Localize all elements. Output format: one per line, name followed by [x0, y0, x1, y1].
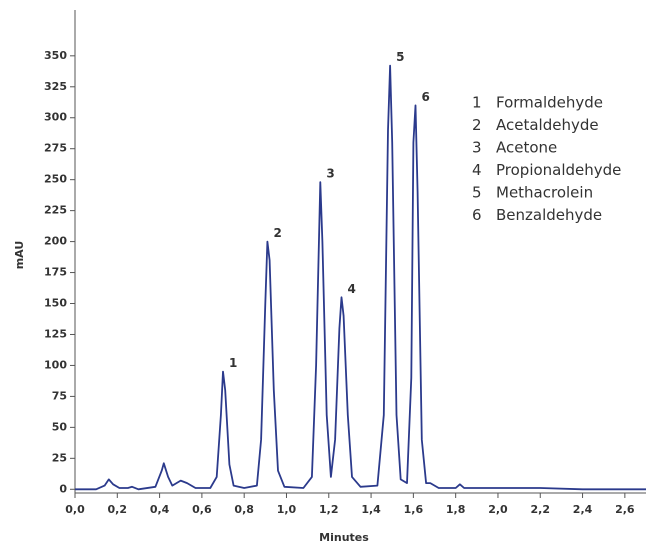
- legend-name: Propionaldehyde: [496, 161, 621, 179]
- x-tick-label: 2,0: [488, 503, 508, 516]
- y-tick-label: 275: [44, 142, 67, 155]
- legend-name: Acetone: [496, 139, 557, 157]
- legend-number: 1: [472, 94, 482, 112]
- x-tick-label: 0,8: [234, 503, 254, 516]
- y-tick-label: 200: [44, 235, 67, 248]
- peak-label: 3: [326, 167, 334, 181]
- x-tick-label: 1,8: [446, 503, 466, 516]
- y-tick-label: 300: [44, 111, 67, 124]
- legend-number: 2: [472, 116, 482, 134]
- x-tick-label: 2,6: [615, 503, 635, 516]
- y-tick-label: 250: [44, 173, 67, 186]
- y-tick-label: 25: [52, 451, 67, 464]
- y-tick-label: 350: [44, 49, 67, 62]
- peak-label: 1: [229, 356, 237, 370]
- x-tick-label: 0,4: [150, 503, 170, 516]
- x-tick-label: 2,4: [573, 503, 593, 516]
- y-tick-label: 0: [59, 482, 67, 495]
- legend-name: Benzaldehyde: [496, 206, 602, 224]
- peak-label: 6: [421, 90, 429, 104]
- y-tick-label: 125: [44, 327, 67, 340]
- legend-name: Acetaldehyde: [496, 116, 599, 134]
- y-tick-label: 225: [44, 204, 67, 217]
- x-tick-label: 1,4: [361, 503, 381, 516]
- legend-name: Methacrolein: [496, 184, 593, 202]
- y-tick-label: 50: [52, 420, 68, 433]
- legend-number: 4: [472, 161, 482, 179]
- x-tick-label: 0,6: [192, 503, 212, 516]
- x-axis-label: Minutes: [319, 531, 369, 544]
- x-tick-label: 1,6: [404, 503, 424, 516]
- legend-name: Formaldehyde: [496, 94, 603, 112]
- y-tick-label: 325: [44, 80, 67, 93]
- chromatogram-line: [75, 64, 646, 491]
- y-tick-label: 100: [44, 358, 67, 371]
- peak-label: 4: [347, 282, 355, 296]
- legend-number: 3: [472, 139, 482, 157]
- x-tick-label: 2,2: [531, 503, 551, 516]
- y-axis-label: mAU: [13, 241, 26, 270]
- peak-label: 2: [273, 226, 281, 240]
- y-tick-label: 175: [44, 266, 67, 279]
- peak-label: 5: [396, 50, 404, 64]
- y-tick-label: 75: [52, 389, 67, 402]
- x-tick-label: 1,0: [277, 503, 297, 516]
- legend-number: 5: [472, 184, 482, 202]
- x-tick-label: 1,2: [319, 503, 339, 516]
- legend-number: 6: [472, 206, 482, 224]
- y-tick-label: 150: [44, 297, 67, 310]
- x-tick-label: 0,0: [65, 503, 85, 516]
- x-tick-label: 0,2: [108, 503, 128, 516]
